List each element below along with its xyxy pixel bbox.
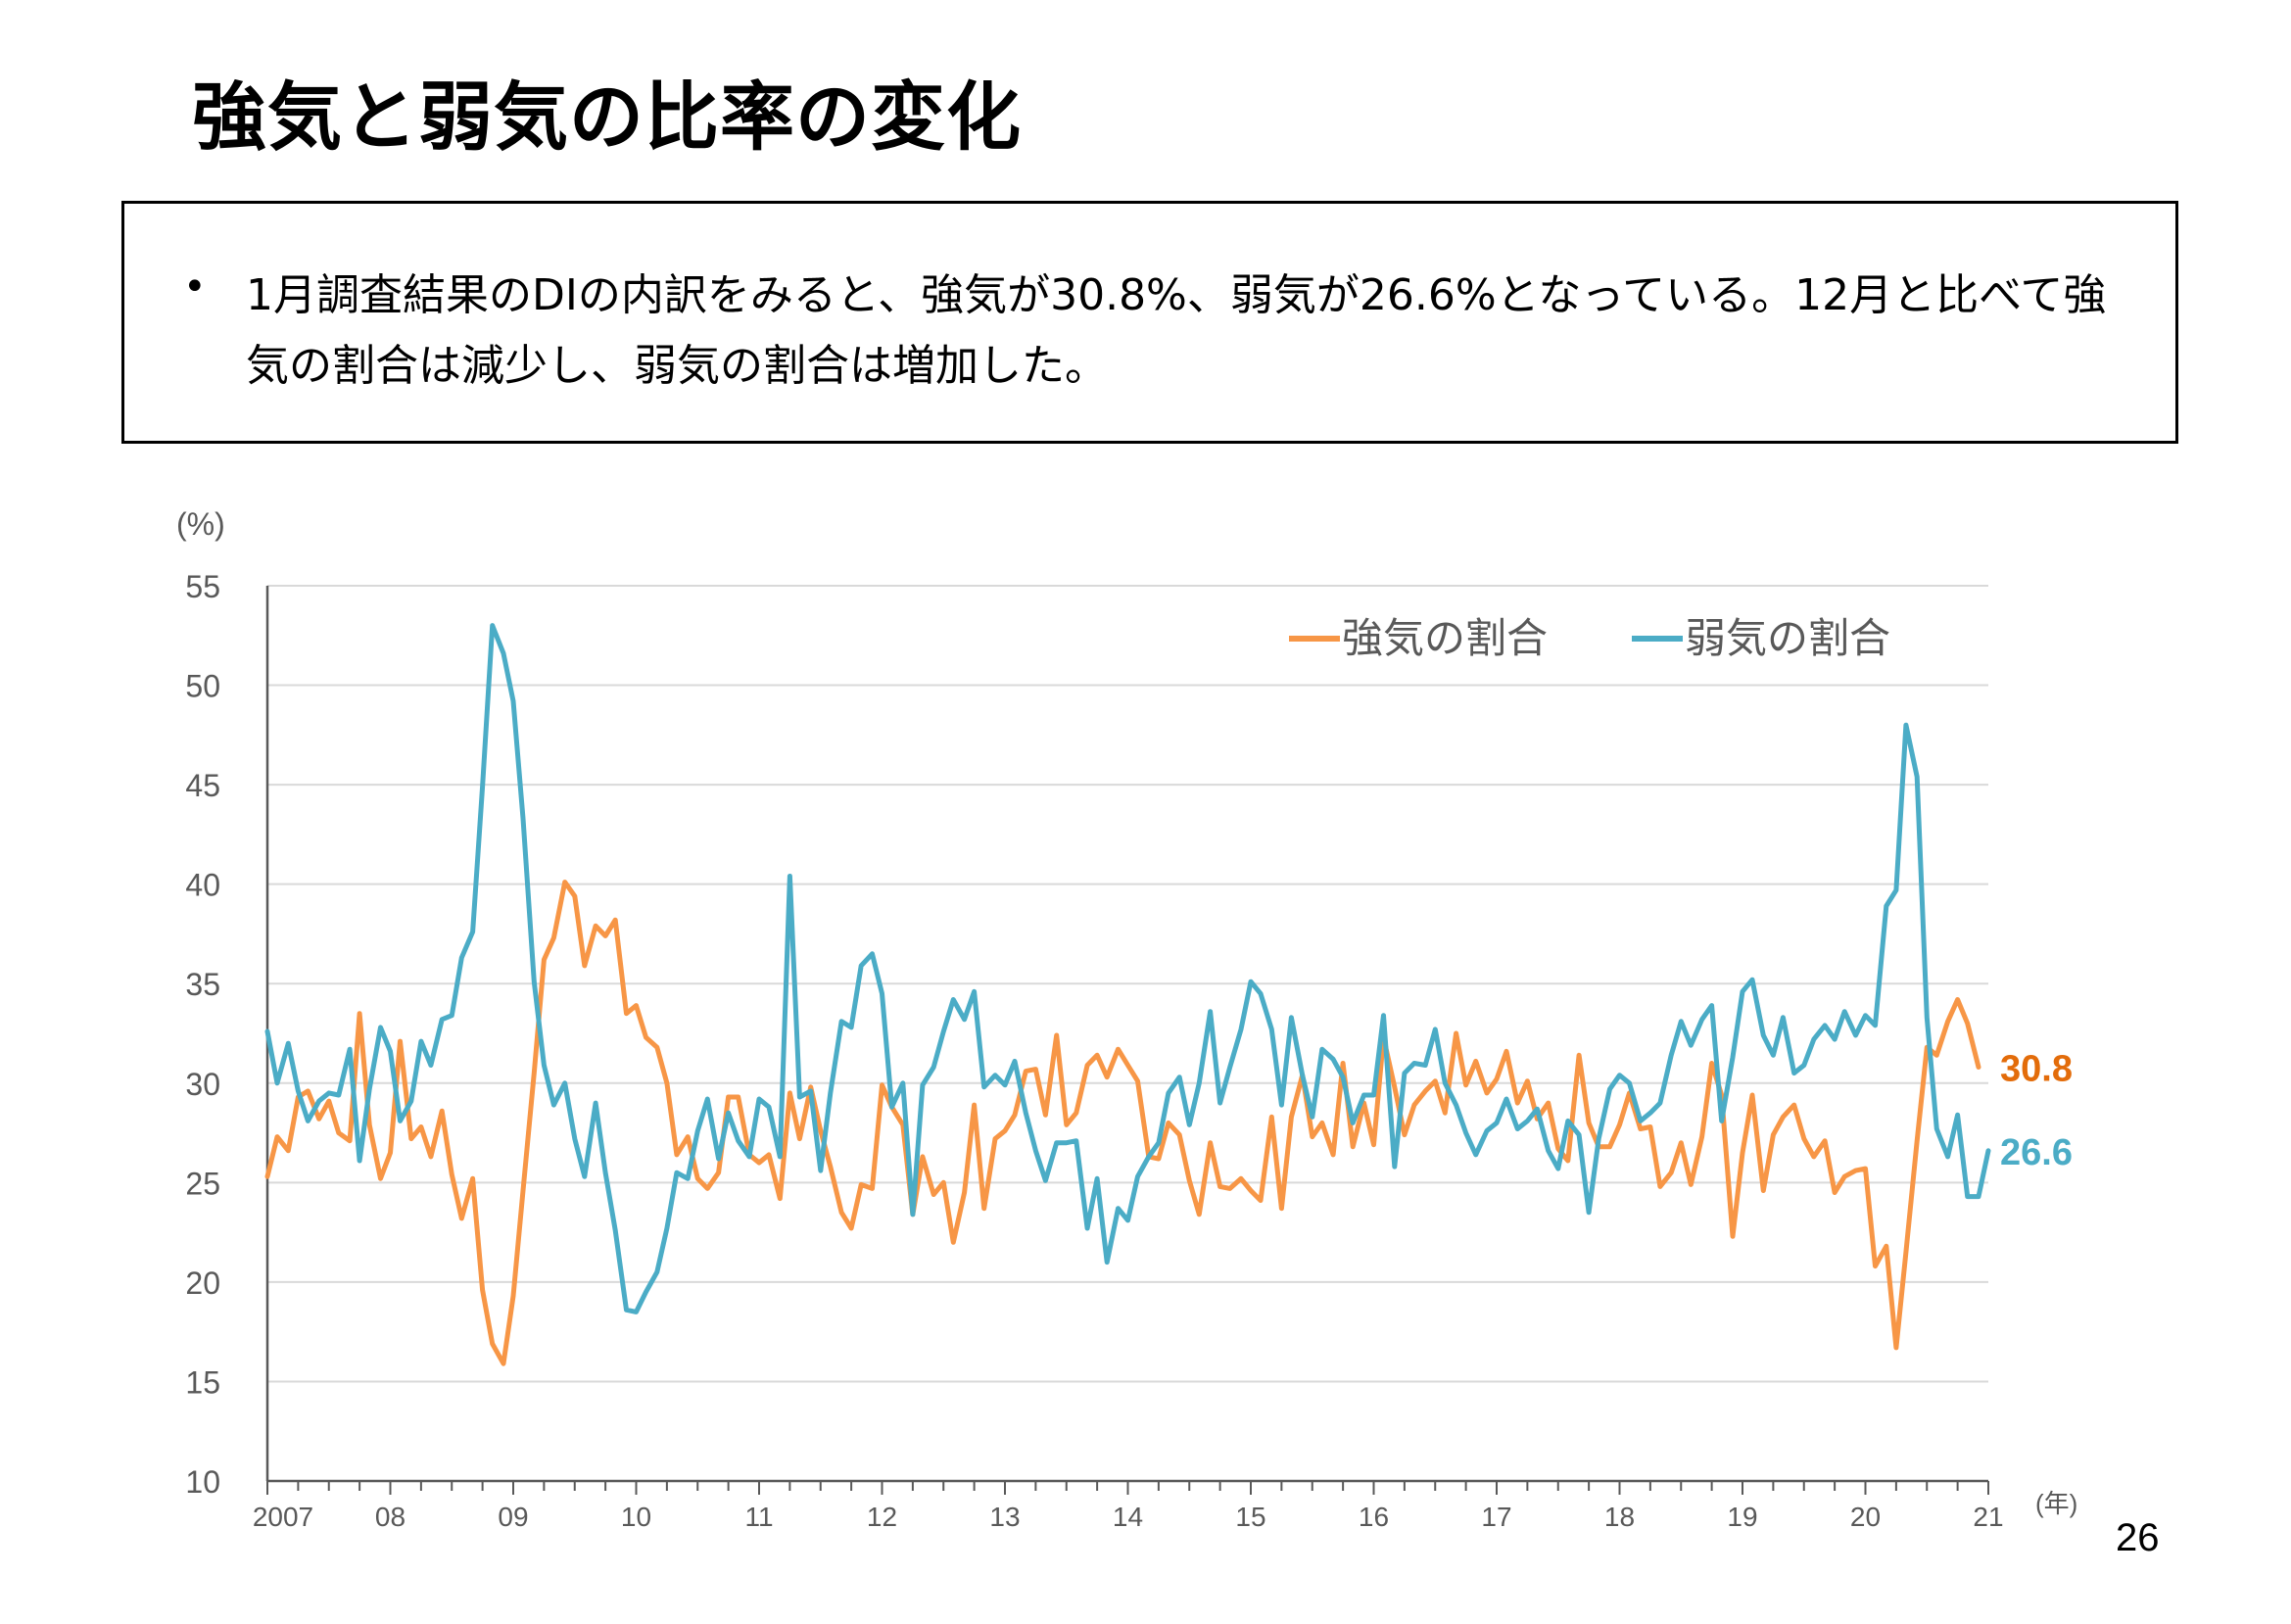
chart-series-lines	[264, 623, 1991, 1366]
x-tick-label: 16	[1359, 1502, 1389, 1532]
x-tick-label: 17	[1481, 1502, 1511, 1532]
x-tick-label: 18	[1604, 1502, 1635, 1532]
bullish-series-line	[264, 880, 1981, 1366]
legend-item-bullish-label: 強気の割合	[1342, 614, 1548, 662]
y-tick-label: 35	[185, 967, 220, 1002]
chart-gridlines	[267, 585, 1988, 1383]
y-tick-label: 15	[185, 1364, 220, 1400]
end-labels: 30.8 26.6	[2000, 1049, 2073, 1173]
x-tick-label: 2007	[253, 1502, 313, 1532]
x-tick-label: 08	[375, 1502, 406, 1532]
y-tick-label: 50	[185, 669, 220, 704]
x-tick-label: 12	[867, 1502, 897, 1532]
x-tick-label: 11	[744, 1502, 773, 1532]
x-axis: 2007 08 09 10 11 12 13 14 15 16 17 18 19 20 21 (年)	[253, 1479, 2077, 1532]
y-tick-label: 20	[185, 1266, 220, 1301]
chart-legend: 強気の割合 弱気の割合	[1289, 614, 1890, 662]
y-tick-label: 30	[185, 1067, 220, 1102]
x-tick-label: 10	[621, 1502, 651, 1532]
bullish-end-label: 30.8	[2000, 1049, 2073, 1090]
x-tick-label: 13	[989, 1502, 1020, 1532]
x-tick-label: 21	[1973, 1502, 2003, 1532]
y-tick-label: 10	[185, 1464, 220, 1500]
x-tick-label: 15	[1235, 1502, 1265, 1532]
y-tick-label: 45	[185, 768, 220, 803]
y-tick-label: 25	[185, 1166, 220, 1201]
page-title: 強気と弱気の比率の変化	[192, 73, 1022, 161]
y-tick-label: 40	[185, 868, 220, 903]
x-tick-label: 09	[498, 1502, 528, 1532]
y-axis-label: (%)	[176, 506, 225, 542]
y-tick-label: 55	[185, 569, 220, 604]
x-tick-label: 20	[1850, 1502, 1881, 1532]
legend-item-bearish-label: 弱気の割合	[1685, 614, 1890, 662]
page-number: 26	[2116, 1516, 2160, 1559]
bearish-series-line	[264, 623, 1991, 1314]
x-axis-label: (年)	[2035, 1489, 2077, 1518]
bullet-icon: •	[183, 264, 207, 310]
x-tick-label: 14	[1113, 1502, 1143, 1532]
x-tick-label: 19	[1727, 1502, 1757, 1532]
bearish-end-label: 26.6	[2000, 1132, 2073, 1173]
summary-box: • 1月調査結果のDIの内訳をみると、強気が30.8%、弱気が26.6%となって…	[121, 201, 2178, 444]
summary-text: 1月調査結果のDIの内訳をみると、強気が30.8%、弱気が26.6%となっている…	[246, 270, 2107, 391]
y-axis: 10 15 20 25 30 35 40 45 50 55 (%)	[176, 506, 269, 1500]
